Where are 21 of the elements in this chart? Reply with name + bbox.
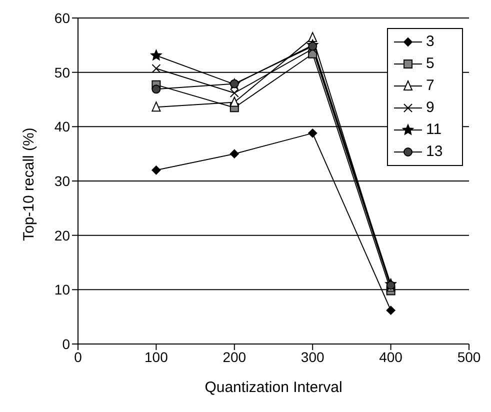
- x-tick-label: 300: [300, 348, 324, 365]
- legend-label: 11: [426, 120, 442, 140]
- x-tick-label: 100: [144, 348, 168, 365]
- y-tick-label: 60: [54, 10, 70, 26]
- x-tick-label: 500: [457, 348, 481, 365]
- y-tick-label: 40: [54, 118, 70, 135]
- legend-label: 7: [426, 76, 434, 96]
- x-tick-label: 0: [74, 348, 82, 365]
- legend-label: 13: [426, 142, 443, 162]
- y-tick-label: 20: [54, 227, 70, 244]
- x-tick-label: 400: [379, 348, 403, 365]
- y-axis-title: Top-10 recall (%): [20, 128, 38, 241]
- legend-label: 3: [426, 32, 434, 52]
- legend-label: 9: [426, 98, 434, 118]
- y-tick-label: 10: [54, 282, 70, 298]
- legend-label: 5: [426, 54, 434, 74]
- y-tick-label: 0: [62, 336, 70, 352]
- x-tick-label: 200: [222, 348, 246, 365]
- y-tick-label: 30: [54, 172, 70, 189]
- x-axis-title: Quantization Interval: [204, 379, 342, 396]
- y-tick-label: 50: [54, 64, 70, 80]
